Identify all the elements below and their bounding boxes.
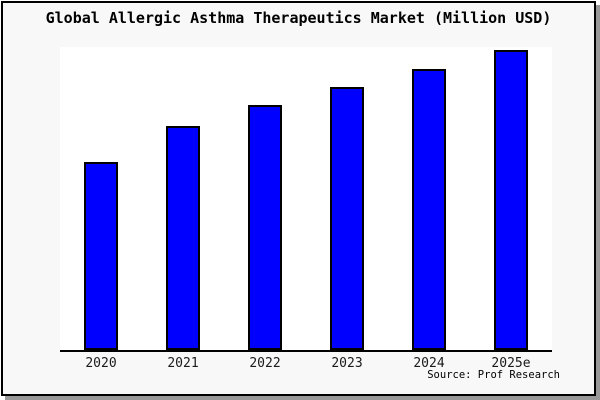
x-axis-line — [60, 350, 552, 352]
x-axis-labels: 2020 2021 2022 2023 2024 2025e — [60, 356, 552, 374]
bar-2025e — [494, 50, 528, 350]
x-tick-2023: 2023 — [331, 356, 363, 371]
x-tick-2022: 2022 — [249, 356, 281, 371]
bar-2022 — [248, 105, 282, 350]
x-tick-2021: 2021 — [167, 356, 199, 371]
bar-2023 — [330, 87, 364, 350]
bar-2020 — [84, 162, 118, 350]
bar-2021 — [166, 126, 200, 350]
x-tick-2020: 2020 — [85, 356, 117, 371]
x-tick-2024: 2024 — [413, 356, 445, 371]
chart-window: Global Allergic Asthma Therapeutics Mark… — [1, 1, 596, 396]
source-label: Source: Prof Research — [427, 369, 560, 381]
chart-title: Global Allergic Asthma Therapeutics Mark… — [45, 9, 552, 27]
x-tick-2025e: 2025e — [491, 356, 531, 371]
plot-area — [60, 47, 552, 352]
bar-2024 — [412, 69, 446, 350]
